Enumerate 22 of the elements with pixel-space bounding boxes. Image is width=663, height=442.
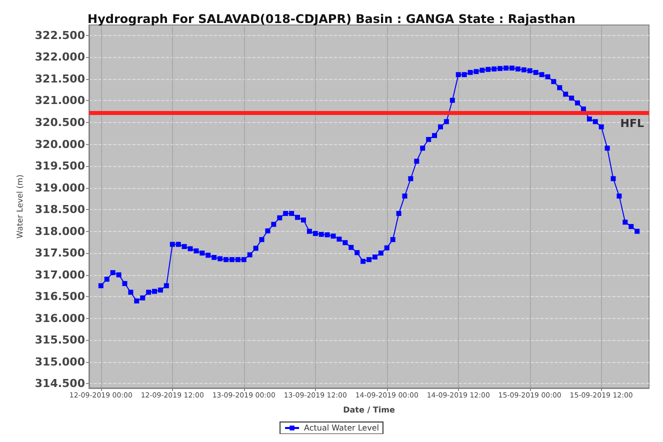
y-tick-label: 319.500	[34, 160, 86, 173]
y-tick-label: 321.000	[34, 94, 86, 108]
y-tick-label: 317.500	[34, 246, 86, 260]
chart-title: Hydrograph For SALAVAD(018-CDJAPR) Basin : GANGA State : Rajasthan	[88, 12, 576, 26]
x-axis-title: Date / Time	[343, 406, 396, 414]
y-axis-title: Water Level (m)	[16, 174, 24, 238]
y-tick-label: 321.500	[34, 72, 86, 86]
y-tick-label: 318.000	[34, 224, 86, 238]
y-tick-label: 315.500	[34, 334, 86, 347]
ref-line-label: HFL	[620, 116, 644, 130]
y-tick-label: 322.500	[34, 28, 86, 42]
y-tick-label: 319.000	[34, 181, 86, 194]
y-tick-label: 320.500	[34, 116, 86, 129]
y-tick-label: 320.000	[34, 138, 86, 151]
y-tick-label: 316.000	[34, 312, 86, 325]
y-tick-label: 317.000	[34, 268, 86, 282]
y-tick-label: 318.500	[34, 203, 86, 216]
y-tick-label: 322.000	[34, 50, 86, 64]
y-tick-label: 315.000	[34, 355, 86, 368]
y-tick-label: 316.500	[34, 290, 86, 304]
legend-label: Actual Water Level	[304, 424, 379, 432]
y-tick-label: 314.500	[34, 377, 86, 390]
